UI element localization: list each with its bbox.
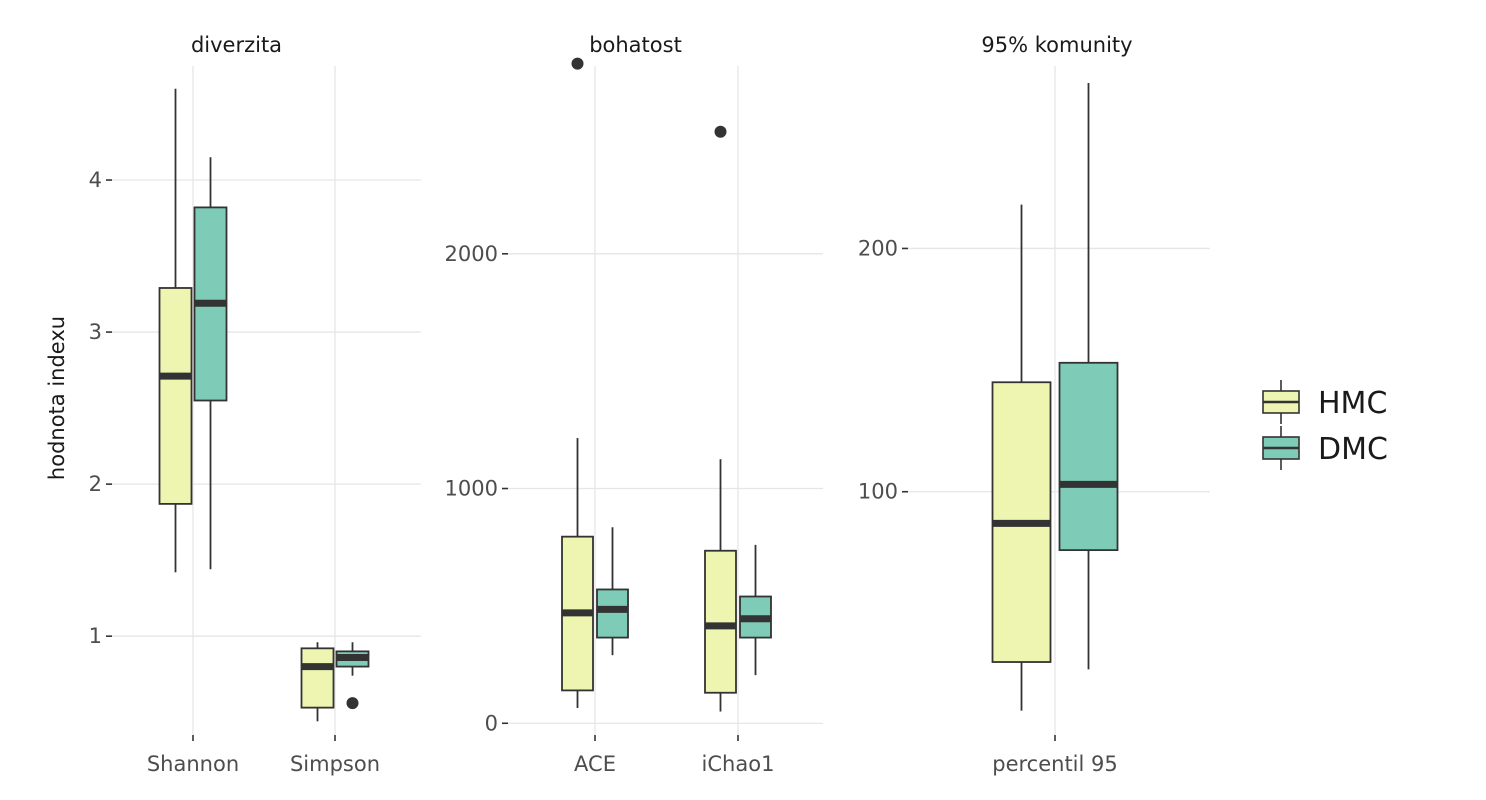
outlier-point — [346, 697, 359, 710]
panel-1: 1 2 3 4 Shannon Simpson diverzita — [89, 33, 421, 776]
y-tick-label: 0 — [485, 711, 498, 735]
y-tick-label: 1 — [89, 624, 102, 648]
panel-title: 95% komunity — [981, 33, 1132, 57]
box-iChao1-DMC — [739, 544, 772, 676]
y-tick-label: 1000 — [445, 477, 498, 501]
panel-2: 0 1000 2000 ACE iChao1 bohatost — [445, 33, 823, 776]
x-tick-label: iChao1 — [702, 752, 775, 776]
x-tick-label: percentil 95 — [992, 752, 1118, 776]
box-iqr — [1058, 361, 1119, 552]
legend-label-DMC: DMC — [1318, 432, 1388, 467]
x-tick-label: Shannon — [147, 752, 239, 776]
legend: HMC DMC — [1262, 380, 1388, 470]
outlier-point — [571, 57, 584, 70]
box-Simpson-DMC — [335, 642, 370, 710]
y-tick-label: 3 — [89, 320, 102, 344]
box-iqr — [704, 549, 737, 694]
box-iChao1-HMC — [704, 125, 737, 712]
y-tick-label: 200 — [858, 236, 898, 260]
box-percentil 95-DMC — [1058, 83, 1119, 670]
box-Shannon-DMC — [193, 157, 228, 570]
box-ACE-DMC — [596, 527, 629, 656]
box-percentil 95-HMC — [991, 204, 1052, 711]
panel-3: 100 200 percentil 95 95% komunity — [858, 33, 1210, 776]
y-tick-label: 4 — [89, 168, 102, 192]
x-tick-label: ACE — [574, 752, 616, 776]
panel-title: diverzita — [191, 33, 282, 57]
legend-label-HMC: HMC — [1318, 386, 1387, 421]
y-tick-label: 2 — [89, 472, 102, 496]
box-iqr — [596, 588, 629, 639]
box-iqr — [158, 287, 193, 505]
legend-key-DMC — [1262, 426, 1300, 470]
panels-layer: 1 2 3 4 Shannon Simpson diverzita 0 1000 2000 ACE i… — [89, 33, 1210, 776]
y-axis-label: hodnota indexu — [45, 316, 69, 480]
y-tick-label: 2000 — [445, 242, 498, 266]
legend-key-HMC — [1262, 380, 1300, 424]
box-Simpson-HMC — [300, 642, 335, 722]
box-ACE-HMC — [561, 57, 594, 709]
x-tick-label: Simpson — [290, 752, 380, 776]
outlier-point — [714, 125, 727, 138]
box-Shannon-HMC — [158, 88, 193, 573]
panel-title: bohatost — [589, 33, 682, 57]
box-iqr — [300, 647, 335, 709]
y-tick-label: 100 — [858, 480, 898, 504]
